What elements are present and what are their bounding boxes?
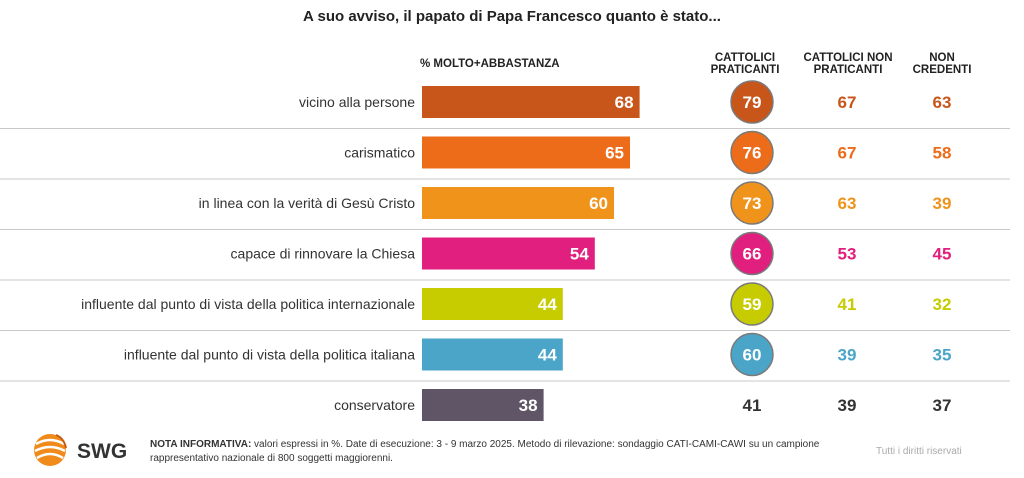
highlight-circle (730, 80, 774, 124)
bar-value-label: 65 (605, 144, 624, 163)
cattolici-praticanti-value: 76 (743, 144, 762, 163)
footer-note-label: NOTA INFORMATIVA: (150, 439, 252, 450)
bar (422, 338, 563, 371)
category-label: influente dal punto di vista della polit… (124, 347, 415, 363)
cattolici-praticanti-value: 79 (743, 93, 762, 112)
category-label: influente dal punto di vista della polit… (81, 296, 415, 312)
highlight-circle (730, 181, 774, 225)
cattolici-non-praticanti-value: 67 (838, 144, 857, 163)
non-credenti-value: 63 (933, 93, 952, 112)
cattolici-praticanti-value: 41 (743, 396, 762, 415)
col1-header: CATTOLICI PRATICANTI (700, 52, 790, 76)
col2-header-line2: PRATICANTI (813, 64, 883, 76)
col2-header-line1: CATTOLICI NON (803, 52, 893, 64)
cattolici-non-praticanti-value: 53 (838, 245, 857, 264)
col3-header: NON CREDENTI (900, 52, 984, 76)
cattolici-praticanti-value: 73 (743, 194, 762, 213)
non-credenti-value: 45 (933, 245, 952, 264)
non-credenti-value: 32 (933, 295, 952, 314)
cattolici-non-praticanti-value: 41 (838, 295, 857, 314)
category-label: conservatore (334, 397, 415, 413)
bar (422, 237, 595, 270)
swg-logo-text: SWG (77, 440, 128, 463)
bar (422, 86, 640, 118)
bar-value-label: 44 (538, 295, 557, 314)
bar-value-label: 54 (570, 245, 589, 264)
col1-header-line2: PRATICANTI (710, 64, 780, 76)
non-credenti-value: 58 (933, 144, 952, 163)
bar-value-label: 68 (615, 93, 634, 112)
highlight-circle (730, 332, 774, 377)
col2-header: CATTOLICI NON PRATICANTI (796, 52, 900, 76)
highlight-circle (730, 130, 774, 175)
category-label: capace di rinnovare la Chiesa (231, 246, 416, 262)
bar (422, 136, 630, 169)
rights-text: Tutti i diritti riservati (876, 446, 962, 457)
bar (422, 389, 544, 421)
category-label: in linea con la verità di Gesù Cristo (199, 195, 416, 211)
footer-note-text: valori espressi in %. Date di esecuzione… (150, 439, 820, 464)
bar-value-label: 60 (589, 194, 608, 213)
category-label: carismatico (344, 145, 415, 161)
col1-header-line1: CATTOLICI (714, 52, 776, 64)
bar-value-label: 38 (519, 396, 538, 415)
chart-title: A suo avviso, il papato di Papa Francesc… (303, 8, 721, 25)
bar (422, 187, 614, 219)
cattolici-non-praticanti-value: 67 (838, 93, 857, 112)
category-label: vicino alla persone (299, 94, 415, 110)
non-credenti-value: 37 (933, 396, 952, 415)
swg-logo-icon (34, 434, 67, 466)
cattolici-praticanti-value: 59 (743, 295, 762, 314)
highlight-circle (730, 282, 774, 326)
cattolici-non-praticanti-value: 63 (838, 194, 857, 213)
bar-value-label: 44 (538, 346, 557, 365)
cattolici-praticanti-value: 60 (743, 346, 762, 365)
col3-header-line2: CREDENTI (912, 64, 972, 76)
cattolici-praticanti-value: 66 (743, 245, 762, 264)
bar (422, 288, 563, 320)
col3-header-line1: NON (929, 52, 955, 64)
cattolici-non-praticanti-value: 39 (838, 396, 857, 415)
footer-note: NOTA INFORMATIVA: valori espressi in %. … (150, 438, 850, 466)
bar-column-header: % MOLTO+ABBASTANZA (420, 58, 560, 70)
non-credenti-value: 35 (933, 346, 952, 365)
non-credenti-value: 39 (933, 194, 952, 213)
cattolici-non-praticanti-value: 39 (838, 346, 857, 365)
highlight-circle (730, 231, 774, 276)
